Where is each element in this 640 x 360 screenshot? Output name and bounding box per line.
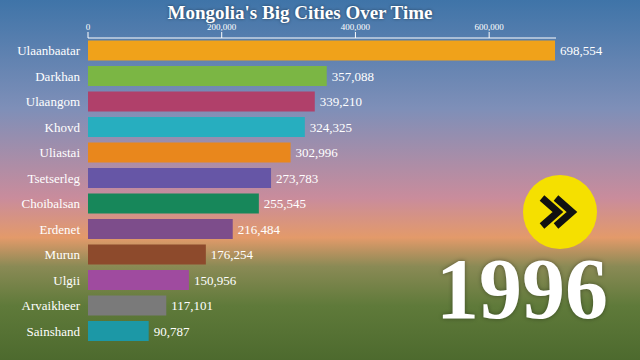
svg-text:302,996: 302,996 — [296, 145, 339, 160]
svg-text:600,000: 600,000 — [475, 22, 505, 32]
svg-text:Sainshand: Sainshand — [27, 324, 81, 339]
svg-text:Ulaangom: Ulaangom — [26, 94, 80, 109]
svg-text:216,484: 216,484 — [238, 222, 281, 237]
svg-text:357,088: 357,088 — [332, 69, 374, 84]
svg-text:176,254: 176,254 — [211, 247, 254, 262]
html-text:1996: 1996 — [436, 241, 608, 337]
svg-text:Arvaikheer: Arvaikheer — [22, 298, 81, 313]
svg-text:400,000: 400,000 — [341, 22, 371, 32]
svg-text:Uliastai: Uliastai — [40, 145, 81, 160]
svg-text:339,210: 339,210 — [320, 94, 362, 109]
svg-text:Murun: Murun — [45, 247, 81, 262]
svg-text:Erdenet: Erdenet — [40, 222, 81, 237]
svg-text:698,554: 698,554 — [560, 43, 603, 58]
svg-text:Darkhan: Darkhan — [35, 69, 80, 84]
svg-text:117,101: 117,101 — [171, 298, 213, 313]
svg-text:255,545: 255,545 — [264, 196, 306, 211]
svg-text:150,956: 150,956 — [194, 273, 237, 288]
svg-text:273,783: 273,783 — [276, 171, 318, 186]
svg-text:324,325: 324,325 — [310, 120, 352, 135]
svg-text:200,000: 200,000 — [207, 22, 237, 32]
svg-text:Khovd: Khovd — [45, 120, 81, 135]
svg-text:Ulaanbaatar: Ulaanbaatar — [17, 43, 80, 58]
svg-text:90,787: 90,787 — [154, 324, 190, 339]
svg-text:0: 0 — [86, 22, 91, 32]
svg-text:Ulgii: Ulgii — [53, 273, 80, 288]
svg-text:Tsetserleg: Tsetserleg — [27, 171, 80, 186]
html-text:Mongolia's Big Cities Over Tim: Mongolia's Big Cities Over Time — [167, 2, 433, 23]
svg-text:Choibalsan: Choibalsan — [22, 196, 81, 211]
